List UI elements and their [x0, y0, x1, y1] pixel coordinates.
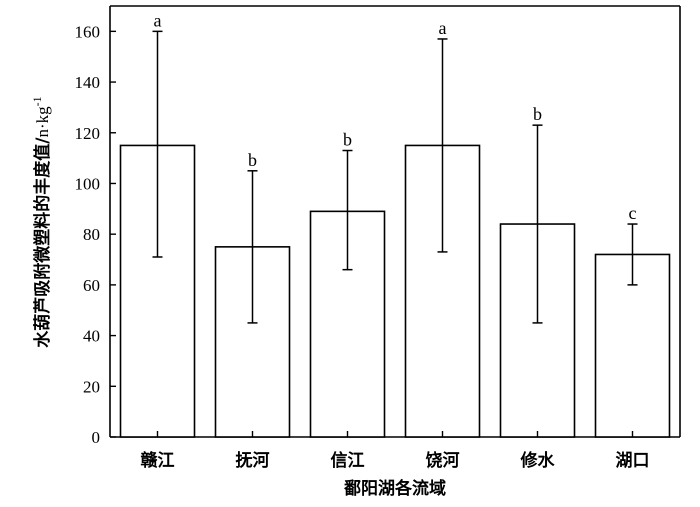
y-tick-label: 80	[83, 225, 100, 244]
x-tick-label: 修水	[520, 450, 556, 471]
y-tick-label: 160	[75, 22, 101, 41]
x-tick-label: 饶河	[426, 450, 460, 471]
axes	[109, 5, 681, 438]
y-tick-label: 60	[83, 276, 100, 295]
y-tick-label: 0	[92, 428, 101, 447]
error-bars	[152, 30, 638, 324]
significance-labels: a b b a b c	[154, 10, 637, 223]
significance-label: b	[248, 150, 257, 170]
significance-label: b	[343, 130, 352, 150]
y-ticks: 0 20 40 60 80 100 120 140 160	[75, 22, 116, 447]
y-axis-title: 水葫芦吸附微塑料的丰度值/n·kg-1	[30, 96, 53, 347]
x-tick-labels: 赣江 抚河 信江 饶河 修水 湖口	[141, 431, 650, 471]
y-tick-label: 100	[75, 174, 101, 193]
x-axis-title: 鄱阳湖各流域	[343, 478, 446, 499]
y-axis-title-unit: n·kg	[33, 106, 52, 138]
significance-label: a	[439, 18, 447, 38]
y-tick-label: 20	[83, 377, 100, 396]
significance-label: c	[629, 203, 637, 223]
y-tick-label: 140	[75, 73, 101, 92]
x-tick-label: 赣江	[141, 450, 175, 471]
x-tick-label: 信江	[331, 450, 365, 471]
x-tick-label: 湖口	[616, 451, 650, 471]
y-tick-label: 40	[83, 327, 100, 346]
significance-label: b	[533, 104, 542, 124]
bars	[119, 144, 671, 438]
y-axis-title-superscript: -1	[30, 96, 44, 106]
significance-label: a	[154, 10, 162, 30]
y-axis-title-main: 水葫芦吸附微塑料的丰度值/	[32, 137, 53, 348]
y-tick-label: 120	[75, 124, 101, 143]
x-tick-label: 抚河	[236, 450, 270, 471]
